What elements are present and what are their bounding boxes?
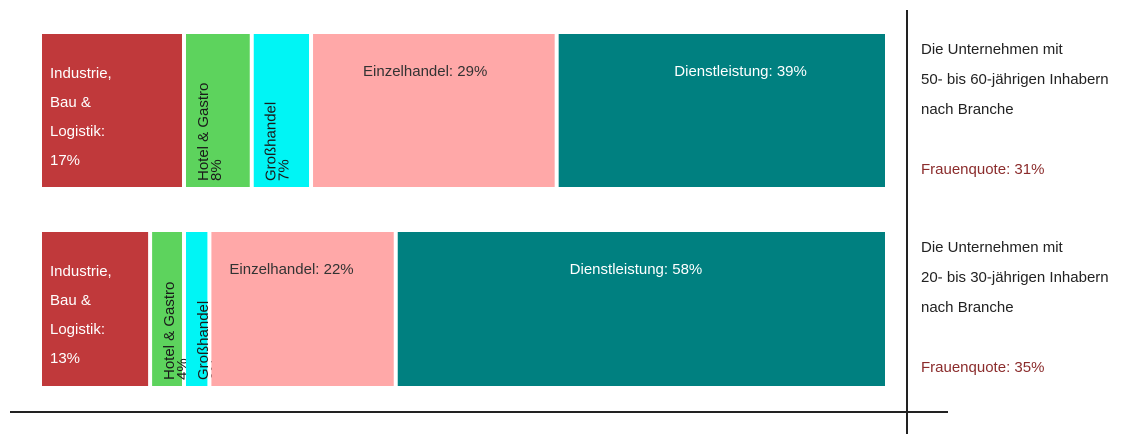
row-annotation: Frauenquote: 31%	[921, 161, 1044, 178]
segment-label: Bau &	[50, 292, 91, 309]
row-description: nach Branche	[921, 101, 1014, 118]
row-description: Die Unternehmen mit	[921, 239, 1064, 256]
bar-segment	[211, 232, 394, 386]
row-description: Die Unternehmen mit	[921, 41, 1064, 58]
bar-segment	[185, 232, 208, 386]
row-description: nach Branche	[921, 299, 1014, 316]
bar-segment	[42, 34, 182, 187]
segment-label: Logistik:	[50, 321, 105, 338]
segment-label: Bau &	[50, 94, 91, 111]
bar-segment	[152, 232, 182, 386]
bar-segment	[313, 34, 555, 187]
row-description: 20- bis 30-jährigen Inhabern	[921, 269, 1109, 286]
segment-label: Dienstleistung: 39%	[674, 63, 807, 80]
segment-label: Einzelhandel: 22%	[229, 261, 353, 278]
bar-segment	[253, 34, 310, 187]
segment-label: 8%	[208, 159, 225, 181]
segment-label: Industrie,	[50, 65, 112, 82]
segment-label: 7%	[276, 159, 293, 181]
bar-segment	[185, 34, 250, 187]
segment-label: 17%	[50, 152, 80, 169]
segment-label: Industrie,	[50, 263, 112, 280]
segment-label: Großhandel	[263, 102, 280, 181]
bar-segment	[42, 232, 149, 386]
segment-label: Hotel & Gastro	[161, 282, 178, 380]
row-annotation: Frauenquote: 35%	[921, 359, 1044, 376]
segment-label: Großhandel	[195, 301, 212, 380]
segment-label: Logistik:	[50, 123, 105, 140]
bar-segment	[558, 34, 885, 187]
segment-label: Dienstleistung: 58%	[570, 261, 703, 278]
row-description: 50- bis 60-jährigen Inhabern	[921, 71, 1109, 88]
segment-label: Hotel & Gastro	[195, 83, 212, 181]
segment-label: 13%	[50, 350, 80, 367]
bar-segment	[397, 232, 885, 386]
segment-label: Einzelhandel: 29%	[363, 63, 487, 80]
